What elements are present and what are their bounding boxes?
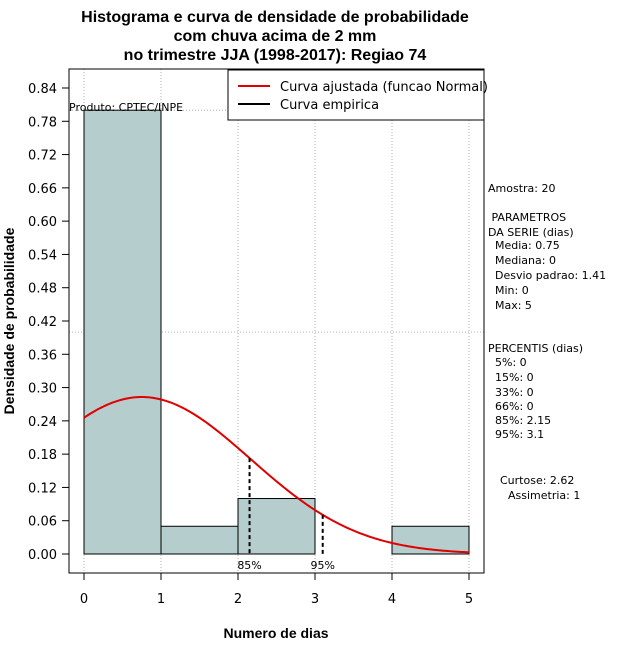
y-tick-label-10: 0.60 [28, 215, 57, 230]
legend-empirical-label: Curva empirica [280, 98, 379, 113]
sample-size: Amostra: 20 [488, 182, 556, 195]
y-tick-label-5: 0.30 [28, 382, 57, 397]
y-tick-label-13: 0.78 [28, 115, 57, 130]
y-axis-label: Densidade de probabilidade [1, 227, 17, 414]
stat-curtose: Curtose: 2.62 [500, 474, 575, 487]
percentile-marker-label-0: 85% [237, 559, 261, 572]
y-tick-label-7: 0.42 [28, 315, 57, 330]
y-tick-label-1: 0.06 [28, 515, 57, 530]
x-tick-label-4: 4 [388, 592, 396, 607]
stat-max: Max: 5 [488, 299, 532, 312]
x-tick-label-5: 5 [465, 592, 473, 607]
x-tick-label-3: 3 [311, 592, 319, 607]
stat-min: Min: 0 [488, 284, 529, 297]
chart-title-line-3: no trimestre JJA (1998-2017): Regiao 74 [124, 47, 427, 64]
histogram-bar-2 [237, 498, 316, 555]
histogram-bar-1 [160, 525, 239, 555]
y-axis: 0.00 0.06 0.12 0.18 0.24 0.30 0.36 0.42 0.48 0.54… [28, 82, 70, 563]
params-title-1: PARAMETROS [488, 211, 567, 224]
stat-mediana: Mediana: 0 [488, 254, 556, 267]
normal-curve [83, 396, 470, 554]
y-tick-label-8: 0.48 [28, 282, 57, 297]
percentile-33: 33%: 0 [488, 386, 534, 399]
chart-title-line-1: Histograma e curva de densidade de proba… [81, 9, 469, 26]
percentile-5: 5%: 0 [488, 356, 527, 369]
y-tick-label-11: 0.66 [28, 182, 57, 197]
y-tick-label-2: 0.12 [28, 481, 57, 496]
y-tick-label-12: 0.72 [28, 149, 57, 164]
x-axis: 0 1 2 3 4 5 [80, 572, 473, 607]
params-title-2: DA SERIE (dias) [488, 226, 574, 239]
percentile-markers: 85% 95% [237, 458, 335, 572]
legend: Curva ajustada (funcao Normal) Curva emp… [227, 69, 488, 121]
percentile-marker-label-1: 95% [310, 559, 334, 572]
stat-media: Media: 0.75 [488, 239, 560, 252]
source-label: Produto: CPTEC/INPE [69, 101, 183, 114]
percentiles-title: PERCENTIS (dias) [488, 342, 584, 355]
y-tick-label-4: 0.24 [28, 415, 57, 430]
percentile-66: 66%: 0 [488, 400, 534, 413]
percentile-15: 15%: 0 [488, 371, 534, 384]
histogram-bar-0 [83, 109, 162, 555]
stat-desvio: Desvio padrao: 1.41 [488, 269, 607, 282]
percentile-85: 85%: 2.15 [488, 414, 552, 427]
y-tick-label-6: 0.36 [28, 348, 57, 363]
x-axis-label: Numero de dias [223, 625, 328, 641]
percentile-95: 95%: 3.1 [488, 428, 545, 441]
x-tick-label-0: 0 [80, 592, 88, 607]
y-tick-label-9: 0.54 [28, 248, 57, 263]
stat-assimetria: Assimetria: 1 [508, 489, 581, 502]
y-tick-label-14: 0.84 [28, 82, 57, 97]
legend-normal-label: Curva ajustada (funcao Normal) [280, 80, 488, 95]
legend-box [227, 69, 485, 121]
x-tick-label-1: 1 [157, 592, 165, 607]
chart-title-line-2: com chuva acima de 2 mm [174, 28, 377, 45]
y-tick-label-0: 0.00 [28, 548, 57, 563]
y-tick-label-3: 0.18 [28, 448, 57, 463]
x-tick-label-2: 2 [234, 592, 242, 607]
